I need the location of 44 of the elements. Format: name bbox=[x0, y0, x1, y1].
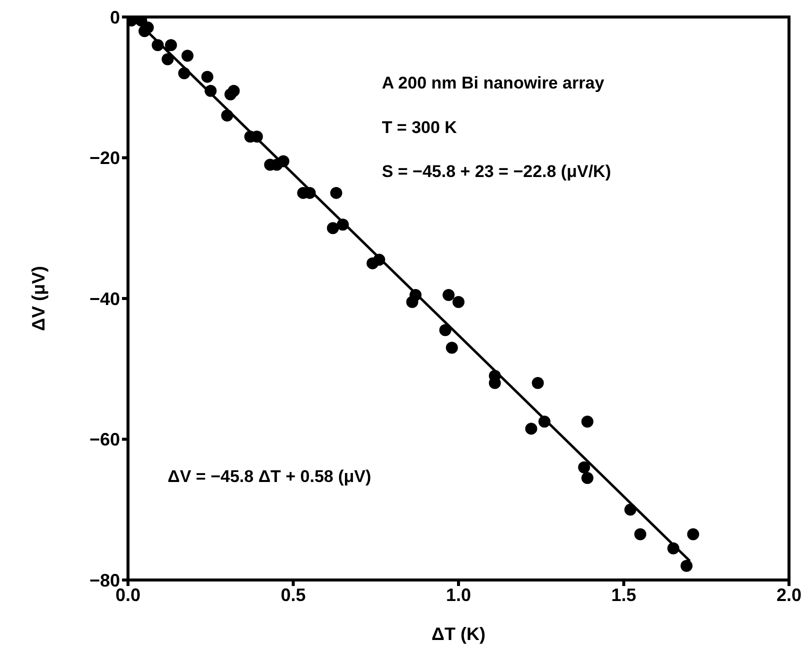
point bbox=[152, 39, 164, 52]
x-axis-title: ΔT (K) bbox=[432, 624, 486, 644]
point bbox=[452, 296, 464, 308]
annotation: T = 300 K bbox=[382, 118, 458, 137]
point bbox=[634, 528, 646, 540]
point bbox=[439, 324, 452, 336]
point bbox=[442, 288, 455, 301]
point bbox=[578, 461, 590, 474]
annotation: S = −45.8 + 23 = −22.8 (μV/K) bbox=[382, 162, 612, 181]
point bbox=[336, 218, 349, 231]
point bbox=[221, 110, 234, 122]
x-tick-label: 1.5 bbox=[611, 584, 636, 605]
point bbox=[680, 560, 693, 572]
point bbox=[373, 254, 386, 266]
y-tick-label: −40 bbox=[89, 288, 120, 309]
point bbox=[201, 70, 214, 83]
annotation: ΔV = −45.8 ΔT + 0.58 (μV) bbox=[168, 467, 372, 486]
point bbox=[228, 84, 240, 97]
y-axis-title: ΔV (μV) bbox=[28, 266, 48, 331]
point bbox=[277, 155, 290, 168]
point bbox=[687, 528, 700, 540]
point bbox=[532, 376, 544, 389]
point bbox=[525, 422, 538, 435]
point bbox=[326, 222, 339, 234]
point bbox=[162, 53, 174, 66]
point bbox=[181, 50, 194, 62]
point bbox=[330, 186, 342, 199]
y-tick-label: 0 bbox=[110, 7, 120, 28]
y-tick-label: −20 bbox=[89, 148, 120, 168]
point bbox=[667, 542, 680, 554]
point bbox=[410, 288, 422, 301]
x-tick-label: 1.0 bbox=[446, 584, 472, 605]
x-tick-label: 2.0 bbox=[776, 584, 802, 605]
point bbox=[164, 39, 177, 52]
point bbox=[624, 504, 636, 516]
point bbox=[204, 84, 217, 97]
annotation: A 200 nm Bi nanowire array bbox=[382, 74, 605, 92]
y-tick-label: −60 bbox=[89, 430, 120, 450]
point bbox=[538, 416, 550, 428]
point bbox=[581, 472, 594, 484]
point bbox=[446, 342, 458, 354]
x-tick-label: 0.5 bbox=[280, 584, 306, 605]
point bbox=[178, 67, 190, 80]
point bbox=[581, 416, 594, 428]
